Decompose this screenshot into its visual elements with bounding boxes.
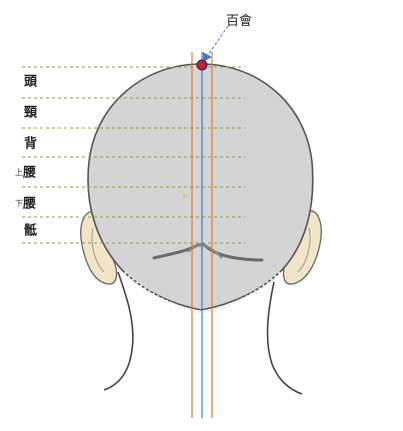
left-ear-inner <box>91 227 105 273</box>
zone-text: 背 <box>24 136 38 152</box>
pointer-line <box>205 25 229 59</box>
zone-guide-lines <box>22 66 245 244</box>
right-ear-inner <box>297 227 311 273</box>
zone-text: 腰 <box>23 165 37 181</box>
baihui-label: 百會 <box>226 14 253 29</box>
zone-label-upper-waist: 上腰 <box>15 166 36 181</box>
zone-prefix: 上 <box>15 168 23 177</box>
neck-right-line <box>266 281 303 395</box>
zone-text: 頭 <box>24 74 38 90</box>
zone-label-lower-waist: 下腰 <box>15 197 36 212</box>
pointer-arrowhead <box>203 52 212 62</box>
zone-label-neck: 頸 <box>24 106 37 121</box>
neck-left-line <box>103 271 134 391</box>
zone-text: 骶 <box>24 223 38 239</box>
right-ear <box>282 210 322 285</box>
left-ear <box>80 210 118 285</box>
zone-label-back: 背 <box>24 137 37 152</box>
small-mark <box>182 193 188 199</box>
head-shape <box>87 63 314 311</box>
zone-label-sacrum: 骶 <box>24 224 37 239</box>
nape-stroke-detail <box>187 244 223 259</box>
zone-label-head: 頭 <box>24 75 37 90</box>
zone-prefix: 下 <box>15 199 23 208</box>
zone-text: 腰 <box>23 196 37 212</box>
zone-text: 頸 <box>24 105 38 121</box>
baihui-point <box>196 59 208 71</box>
